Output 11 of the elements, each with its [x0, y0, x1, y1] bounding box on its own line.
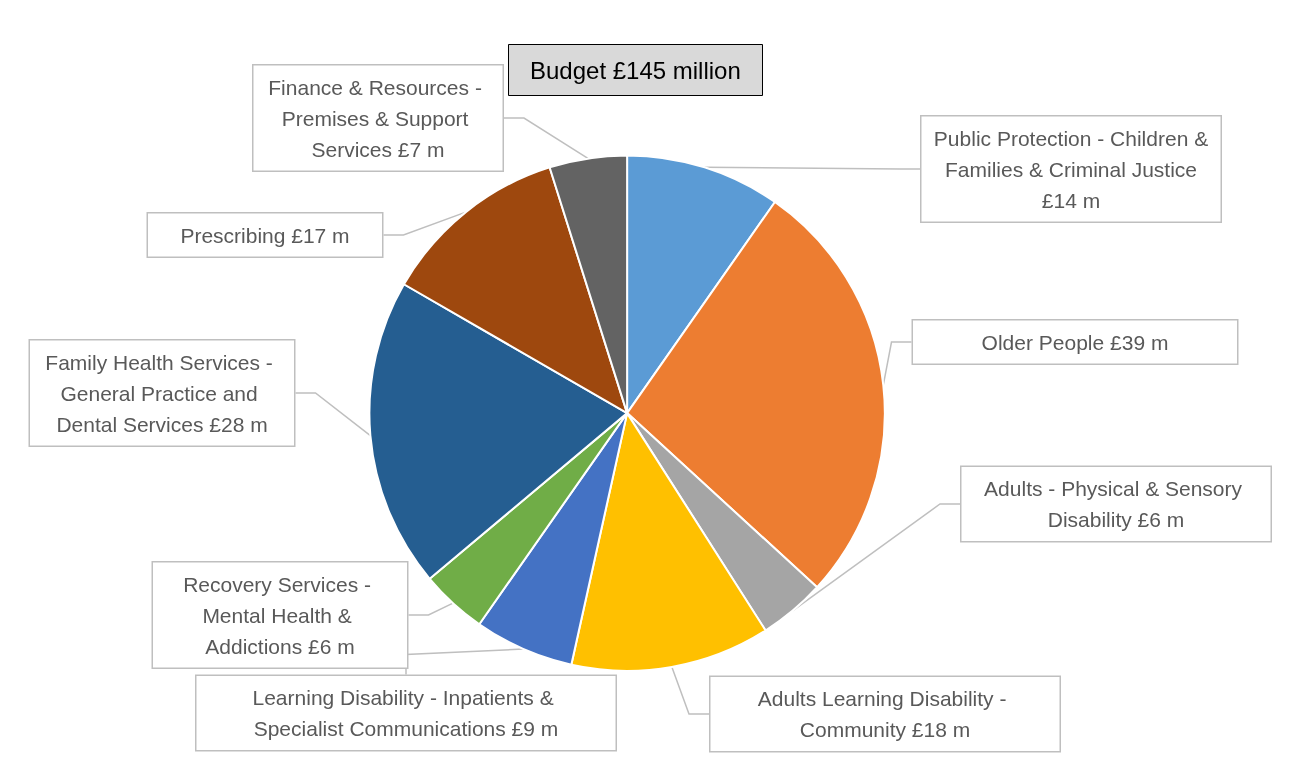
- slice-label: Adults Learning Disability - Community £18 m: [757, 687, 1013, 741]
- slice-label: Prescribing £17 m: [180, 223, 350, 247]
- slice-label: Recovery Services - Mental Health & Addictions £6 m: [183, 572, 377, 658]
- slice-label: Learning Disability - Inpatients & Specialist Communications £9 m: [252, 686, 560, 740]
- slice-label: Adults - Physical & Sensory Disability £6 m: [984, 477, 1248, 531]
- slice-label: Older People £39 m: [981, 330, 1169, 354]
- chart-title: Budget £145 million: [530, 56, 741, 84]
- slice-label: Finance & Resources - Premises & Support Services £7 m: [268, 75, 488, 161]
- data-label: £14 m: [1041, 188, 1101, 212]
- slice-label: Public Protection - Children & Families & Criminal Justice: [933, 126, 1209, 181]
- slice-label: Family Health Services - General Practice and Dental Services £28 m: [45, 350, 279, 436]
